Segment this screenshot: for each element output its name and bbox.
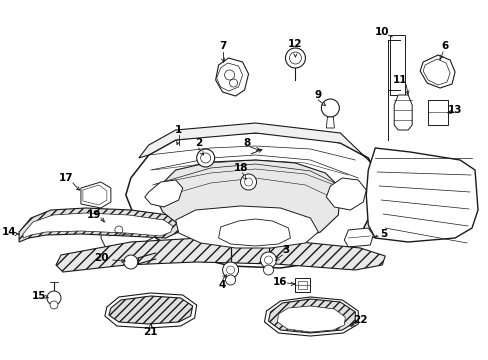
Circle shape bbox=[260, 252, 276, 268]
Text: 8: 8 bbox=[243, 138, 250, 148]
Text: 15: 15 bbox=[32, 291, 46, 301]
Polygon shape bbox=[366, 148, 477, 242]
Text: 1: 1 bbox=[175, 125, 182, 135]
Polygon shape bbox=[56, 238, 385, 272]
Text: 20: 20 bbox=[93, 253, 108, 263]
Polygon shape bbox=[344, 228, 372, 247]
Polygon shape bbox=[156, 160, 340, 246]
Circle shape bbox=[225, 275, 235, 285]
Polygon shape bbox=[144, 180, 183, 207]
Circle shape bbox=[222, 262, 238, 278]
Circle shape bbox=[123, 255, 138, 269]
Polygon shape bbox=[325, 117, 334, 128]
Polygon shape bbox=[419, 55, 454, 88]
Polygon shape bbox=[268, 299, 355, 333]
Polygon shape bbox=[125, 133, 374, 268]
Text: 6: 6 bbox=[441, 41, 448, 51]
Polygon shape bbox=[393, 95, 411, 130]
Text: 3: 3 bbox=[281, 245, 288, 255]
Text: 19: 19 bbox=[86, 210, 101, 220]
Text: 14: 14 bbox=[2, 227, 17, 237]
Text: 17: 17 bbox=[59, 173, 73, 183]
Text: 12: 12 bbox=[287, 39, 302, 49]
Polygon shape bbox=[19, 208, 181, 242]
Text: 5: 5 bbox=[380, 229, 387, 239]
Text: 7: 7 bbox=[219, 41, 226, 51]
Circle shape bbox=[285, 48, 305, 68]
Polygon shape bbox=[427, 100, 447, 125]
Polygon shape bbox=[215, 58, 248, 96]
Polygon shape bbox=[23, 213, 172, 238]
Text: 11: 11 bbox=[392, 75, 407, 85]
Polygon shape bbox=[295, 278, 310, 292]
Text: 4: 4 bbox=[219, 280, 226, 290]
Text: 18: 18 bbox=[233, 163, 247, 173]
Text: 9: 9 bbox=[314, 90, 321, 100]
Circle shape bbox=[47, 291, 61, 305]
Text: 13: 13 bbox=[447, 105, 461, 115]
Circle shape bbox=[263, 265, 273, 275]
Polygon shape bbox=[175, 206, 318, 248]
Text: 2: 2 bbox=[195, 138, 202, 148]
Text: 22: 22 bbox=[352, 315, 367, 325]
Circle shape bbox=[240, 174, 256, 190]
Text: 16: 16 bbox=[273, 277, 287, 287]
Polygon shape bbox=[325, 178, 366, 210]
Polygon shape bbox=[81, 182, 111, 208]
Polygon shape bbox=[109, 296, 192, 324]
Polygon shape bbox=[277, 306, 345, 332]
Polygon shape bbox=[101, 213, 156, 248]
Polygon shape bbox=[139, 123, 374, 172]
Polygon shape bbox=[218, 219, 290, 246]
Text: 21: 21 bbox=[143, 327, 158, 337]
Circle shape bbox=[50, 301, 58, 309]
Circle shape bbox=[196, 149, 214, 167]
Circle shape bbox=[321, 99, 339, 117]
Text: 10: 10 bbox=[374, 27, 389, 37]
